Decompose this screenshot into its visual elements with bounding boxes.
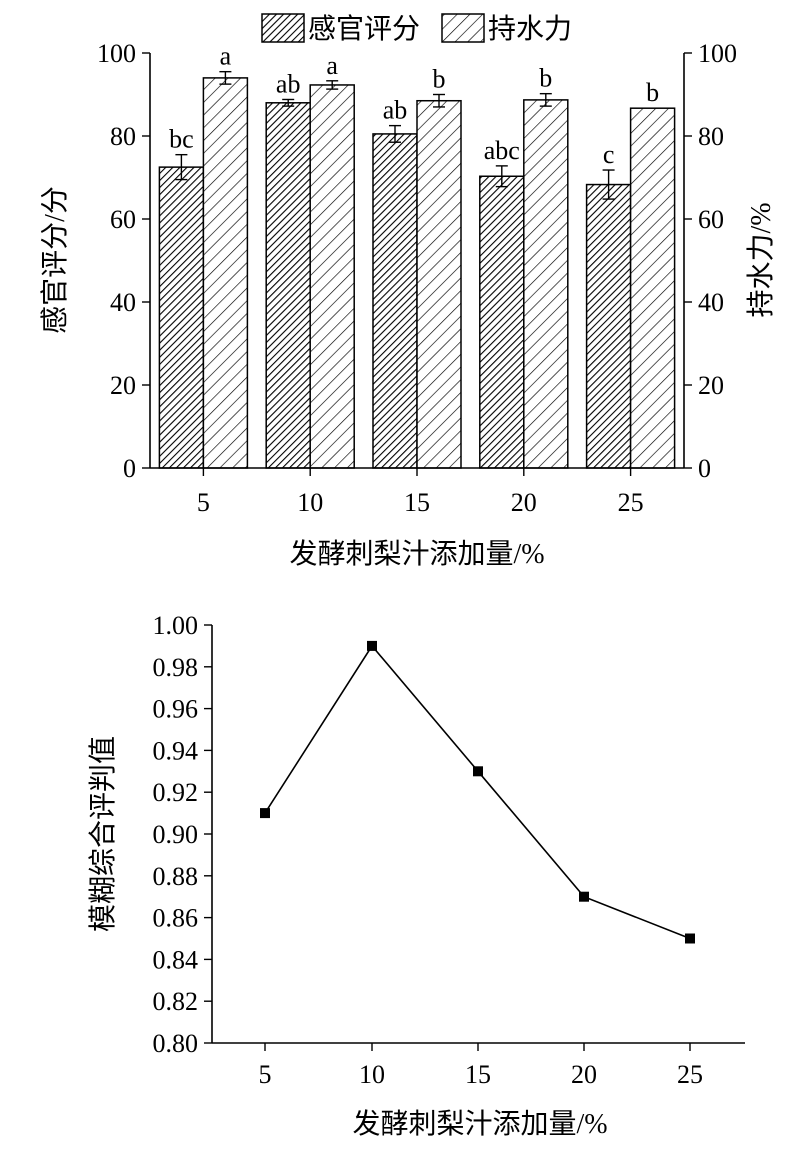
y-tick-label: 0.82 bbox=[153, 987, 199, 1016]
x-tick-label: 25 bbox=[618, 488, 644, 517]
line-chart: 0.80 0.82 0.84 0.86 0.88 0.90 0.92 0.94 0.96 0.98… bbox=[87, 611, 745, 1140]
legend-label-sensory: 感官评分 bbox=[308, 13, 420, 45]
left-y-tick-label: 80 bbox=[110, 122, 136, 151]
x-tick-label: 25 bbox=[677, 1060, 703, 1089]
bar bbox=[585, 183, 632, 469]
y-tick-label: 0.80 bbox=[153, 1029, 199, 1058]
y-tick-label: 0.86 bbox=[153, 904, 199, 933]
significance-label: b bbox=[539, 64, 552, 93]
significance-label: a bbox=[220, 42, 232, 71]
y-axis-ticks: 0.80 0.82 0.84 0.86 0.88 0.90 0.92 0.94 0.96 0.98… bbox=[153, 611, 212, 1058]
x-tick-label: 10 bbox=[297, 488, 323, 517]
data-point bbox=[685, 933, 695, 944]
right-y-tick-label: 80 bbox=[698, 122, 724, 151]
bar bbox=[309, 84, 355, 469]
left-y-axis-title: 感官评分/分 bbox=[39, 186, 71, 334]
right-y-tick-label: 40 bbox=[698, 288, 724, 317]
right-y-tick-label: 20 bbox=[698, 371, 724, 400]
y-axis-title: 模糊综合评判值 bbox=[87, 736, 119, 932]
bar bbox=[202, 77, 249, 469]
bar bbox=[479, 175, 525, 469]
x-tick-label: 20 bbox=[571, 1060, 597, 1089]
bar bbox=[523, 99, 569, 469]
data-point bbox=[260, 808, 270, 819]
y-tick-label: 0.96 bbox=[153, 695, 199, 724]
left-y-tick-label: 0 bbox=[123, 454, 136, 483]
y-tick-label: 0.90 bbox=[153, 820, 199, 849]
y-tick-label: 0.88 bbox=[153, 862, 199, 891]
significance-label: ab bbox=[276, 69, 301, 98]
significance-label: b bbox=[646, 78, 659, 107]
x-axis-title: 发酵刺梨汁添加量/% bbox=[289, 538, 544, 570]
y-tick-label: 0.84 bbox=[153, 945, 199, 974]
right-y-tick-label: 0 bbox=[698, 454, 711, 483]
y-tick-label: 0.92 bbox=[153, 778, 199, 807]
left-y-tick-label: 60 bbox=[110, 205, 136, 234]
data-point bbox=[367, 640, 377, 651]
left-y-axis-ticks: 0 20 40 60 80 100 bbox=[97, 39, 150, 483]
data-point bbox=[579, 891, 589, 902]
left-y-tick-label: 40 bbox=[110, 288, 136, 317]
significance-label: bc bbox=[169, 125, 194, 154]
legend-swatch-water bbox=[441, 13, 485, 43]
x-axis-ticks: 5 10 15 20 25 bbox=[259, 1043, 703, 1089]
x-axis-title: 发酵刺梨汁添加量/% bbox=[352, 1108, 607, 1140]
bar bbox=[265, 102, 311, 469]
bar-chart: 感官评分 持水力 0 20 40 60 80 100 0 20 40 60 80 100 5 10 15… bbox=[39, 13, 777, 570]
significance-label: a bbox=[326, 51, 338, 80]
x-tick-label: 15 bbox=[465, 1060, 491, 1089]
data-point bbox=[473, 766, 483, 777]
left-y-tick-label: 20 bbox=[110, 371, 136, 400]
series-line bbox=[264, 644, 691, 940]
legend-label-water: 持水力 bbox=[488, 13, 572, 45]
right-y-tick-label: 100 bbox=[698, 39, 737, 68]
x-tick-label: 10 bbox=[359, 1060, 385, 1089]
significance-label: c bbox=[603, 140, 615, 169]
right-y-axis-ticks: 0 20 40 60 80 100 bbox=[684, 39, 737, 483]
legend-swatch-sensory bbox=[261, 13, 305, 43]
bar bbox=[416, 99, 462, 469]
x-tick-label: 5 bbox=[197, 488, 210, 517]
y-tick-label: 0.94 bbox=[153, 736, 199, 765]
line-series bbox=[260, 640, 695, 944]
y-tick-label: 1.00 bbox=[153, 611, 199, 640]
bar bbox=[158, 166, 205, 469]
significance-label: ab bbox=[383, 96, 408, 125]
bar bbox=[629, 107, 676, 469]
left-y-tick-label: 100 bbox=[97, 39, 136, 68]
right-y-axis-title: 持水力/% bbox=[745, 202, 777, 317]
x-tick-label: 15 bbox=[404, 488, 430, 517]
right-y-tick-label: 60 bbox=[698, 205, 724, 234]
x-tick-label: 5 bbox=[259, 1060, 272, 1089]
x-axis-ticks: 5 10 15 20 25 bbox=[197, 468, 644, 517]
significance-label: abc bbox=[484, 136, 520, 165]
legend: 感官评分 持水力 bbox=[261, 13, 572, 45]
bar bbox=[372, 133, 418, 469]
significance-label: b bbox=[433, 65, 446, 94]
y-tick-label: 0.98 bbox=[153, 653, 199, 682]
x-tick-label: 20 bbox=[511, 488, 537, 517]
